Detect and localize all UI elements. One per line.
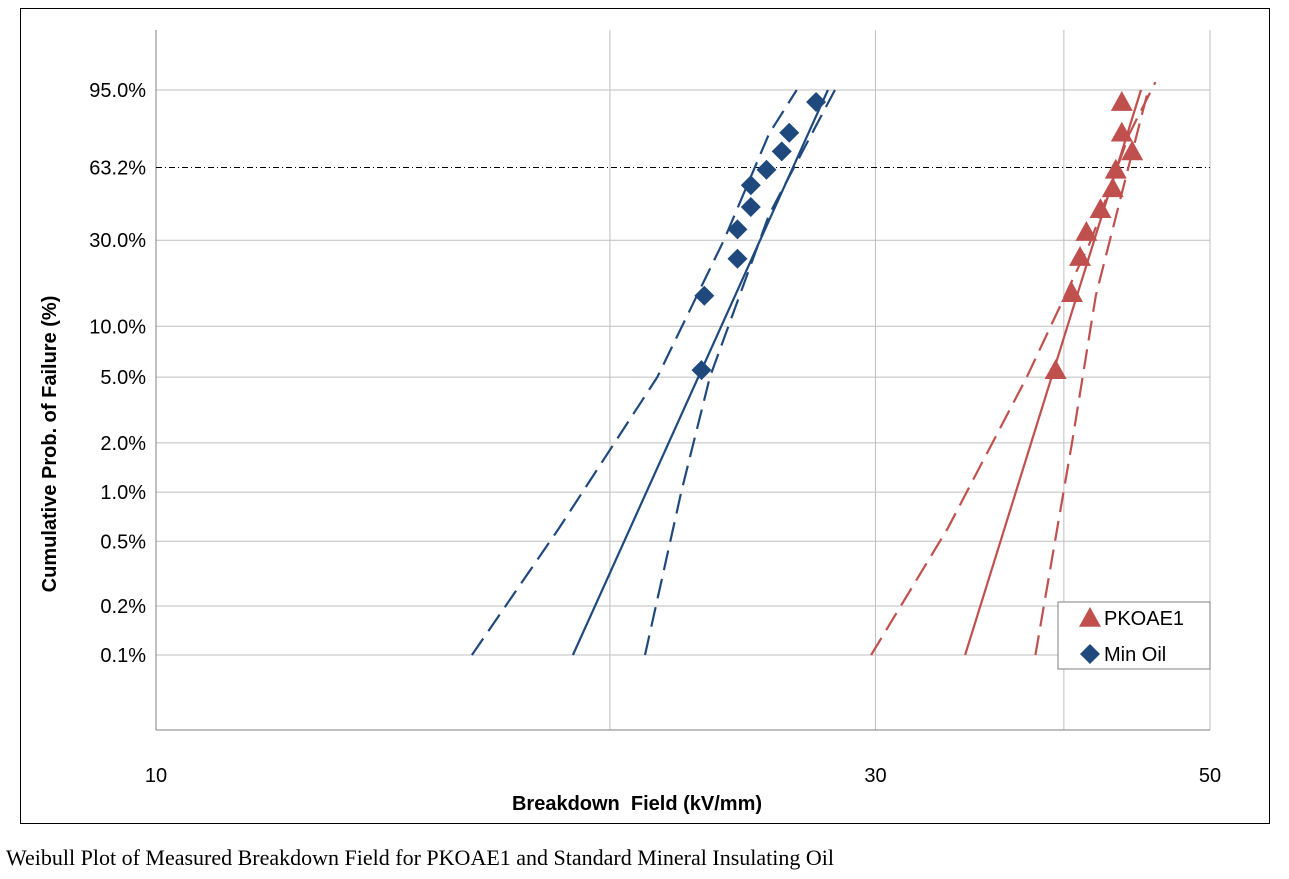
data-point-min-oil xyxy=(756,159,777,180)
data-point-pkoae1 xyxy=(1075,221,1098,241)
data-point-pkoae1 xyxy=(1089,198,1112,219)
legend-label: Min Oil xyxy=(1104,644,1166,666)
y-tick-label: 0.5% xyxy=(100,531,146,553)
legend-marker-min-oil xyxy=(1080,644,1100,664)
y-tick-label: 2.0% xyxy=(100,433,146,455)
lower-bound-line-min-oil xyxy=(470,89,798,656)
data-point-pkoae1 xyxy=(1061,282,1084,302)
x-tick-label: 30 xyxy=(864,765,886,787)
legend: PKOAE1 Min Oil xyxy=(1057,601,1211,670)
y-tick-label: 0.1% xyxy=(100,645,146,667)
legend-label: PKOAE1 xyxy=(1104,608,1184,630)
y-tick-label: 1.0% xyxy=(100,482,146,504)
data-point-min-oil xyxy=(740,175,761,196)
lower-bound-line-pkoae1 xyxy=(870,81,1157,656)
grid xyxy=(156,30,1211,730)
data-point-min-oil xyxy=(691,360,712,381)
legend-marker-pkoae1 xyxy=(1079,607,1101,627)
y-tick-label: 95.0% xyxy=(89,80,146,102)
data-point-pkoae1 xyxy=(1101,177,1124,198)
y-tick-label: 10.0% xyxy=(89,316,146,338)
y-tick-label: 63.2% xyxy=(89,157,146,179)
upper-bound-line-min-oil xyxy=(643,89,836,656)
y-tick-label: 30.0% xyxy=(89,230,146,252)
weibull-chart: 95.0% 63.2% 30.0% 10.0% 5.0% 2.0% 1.0% 0.5% 0.2%… xyxy=(39,30,1221,815)
data-point-pkoae1 xyxy=(1069,246,1092,266)
x-tick-label: 50 xyxy=(1199,765,1221,787)
x-tick-label: 10 xyxy=(145,765,167,787)
data-point-min-oil xyxy=(779,122,800,143)
data-point-pkoae1 xyxy=(1110,91,1133,111)
y-axis-title: Cumulative Prob. of Failure (%) xyxy=(39,296,61,593)
data-point-min-oil xyxy=(727,219,748,240)
data-markers xyxy=(691,91,1144,381)
data-point-pkoae1 xyxy=(1121,140,1144,161)
x-axis-title: Breakdown Field (kV/mm) xyxy=(512,793,762,815)
data-point-min-oil xyxy=(740,197,761,218)
data-point-min-oil xyxy=(806,92,827,113)
data-point-min-oil xyxy=(727,248,748,269)
data-point-pkoae1 xyxy=(1104,158,1127,179)
data-point-pkoae1 xyxy=(1044,359,1067,379)
data-point-pkoae1 xyxy=(1110,121,1133,142)
figure-caption: Weibull Plot of Measured Breakdown Field… xyxy=(6,845,834,870)
data-point-min-oil xyxy=(694,285,715,306)
y-tick-labels: 95.0% 63.2% 30.0% 10.0% 5.0% 2.0% 1.0% 0.5% 0.2%… xyxy=(89,80,146,667)
chart-frame xyxy=(20,8,1270,824)
x-tick-labels: 10 30 50 xyxy=(145,765,1221,787)
y-tick-label: 0.2% xyxy=(100,596,146,618)
legend-box xyxy=(1057,601,1211,670)
y-tick-label: 5.0% xyxy=(100,367,146,389)
data-point-min-oil xyxy=(771,141,792,162)
